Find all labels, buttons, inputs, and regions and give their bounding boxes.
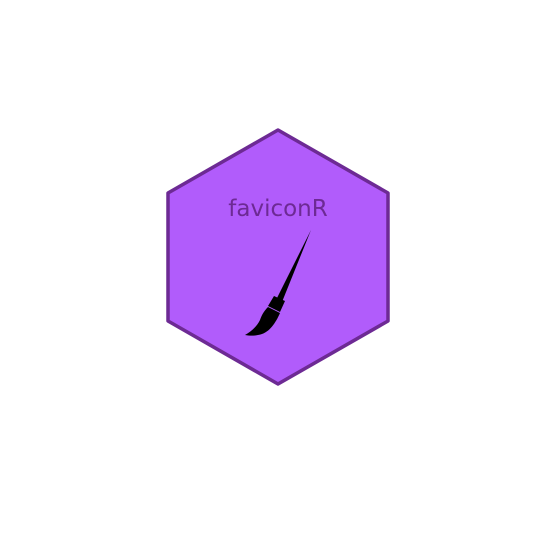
logo-title: faviconR [228, 196, 327, 222]
hexagon-badge [166, 128, 390, 386]
paintbrush-icon [245, 230, 311, 336]
